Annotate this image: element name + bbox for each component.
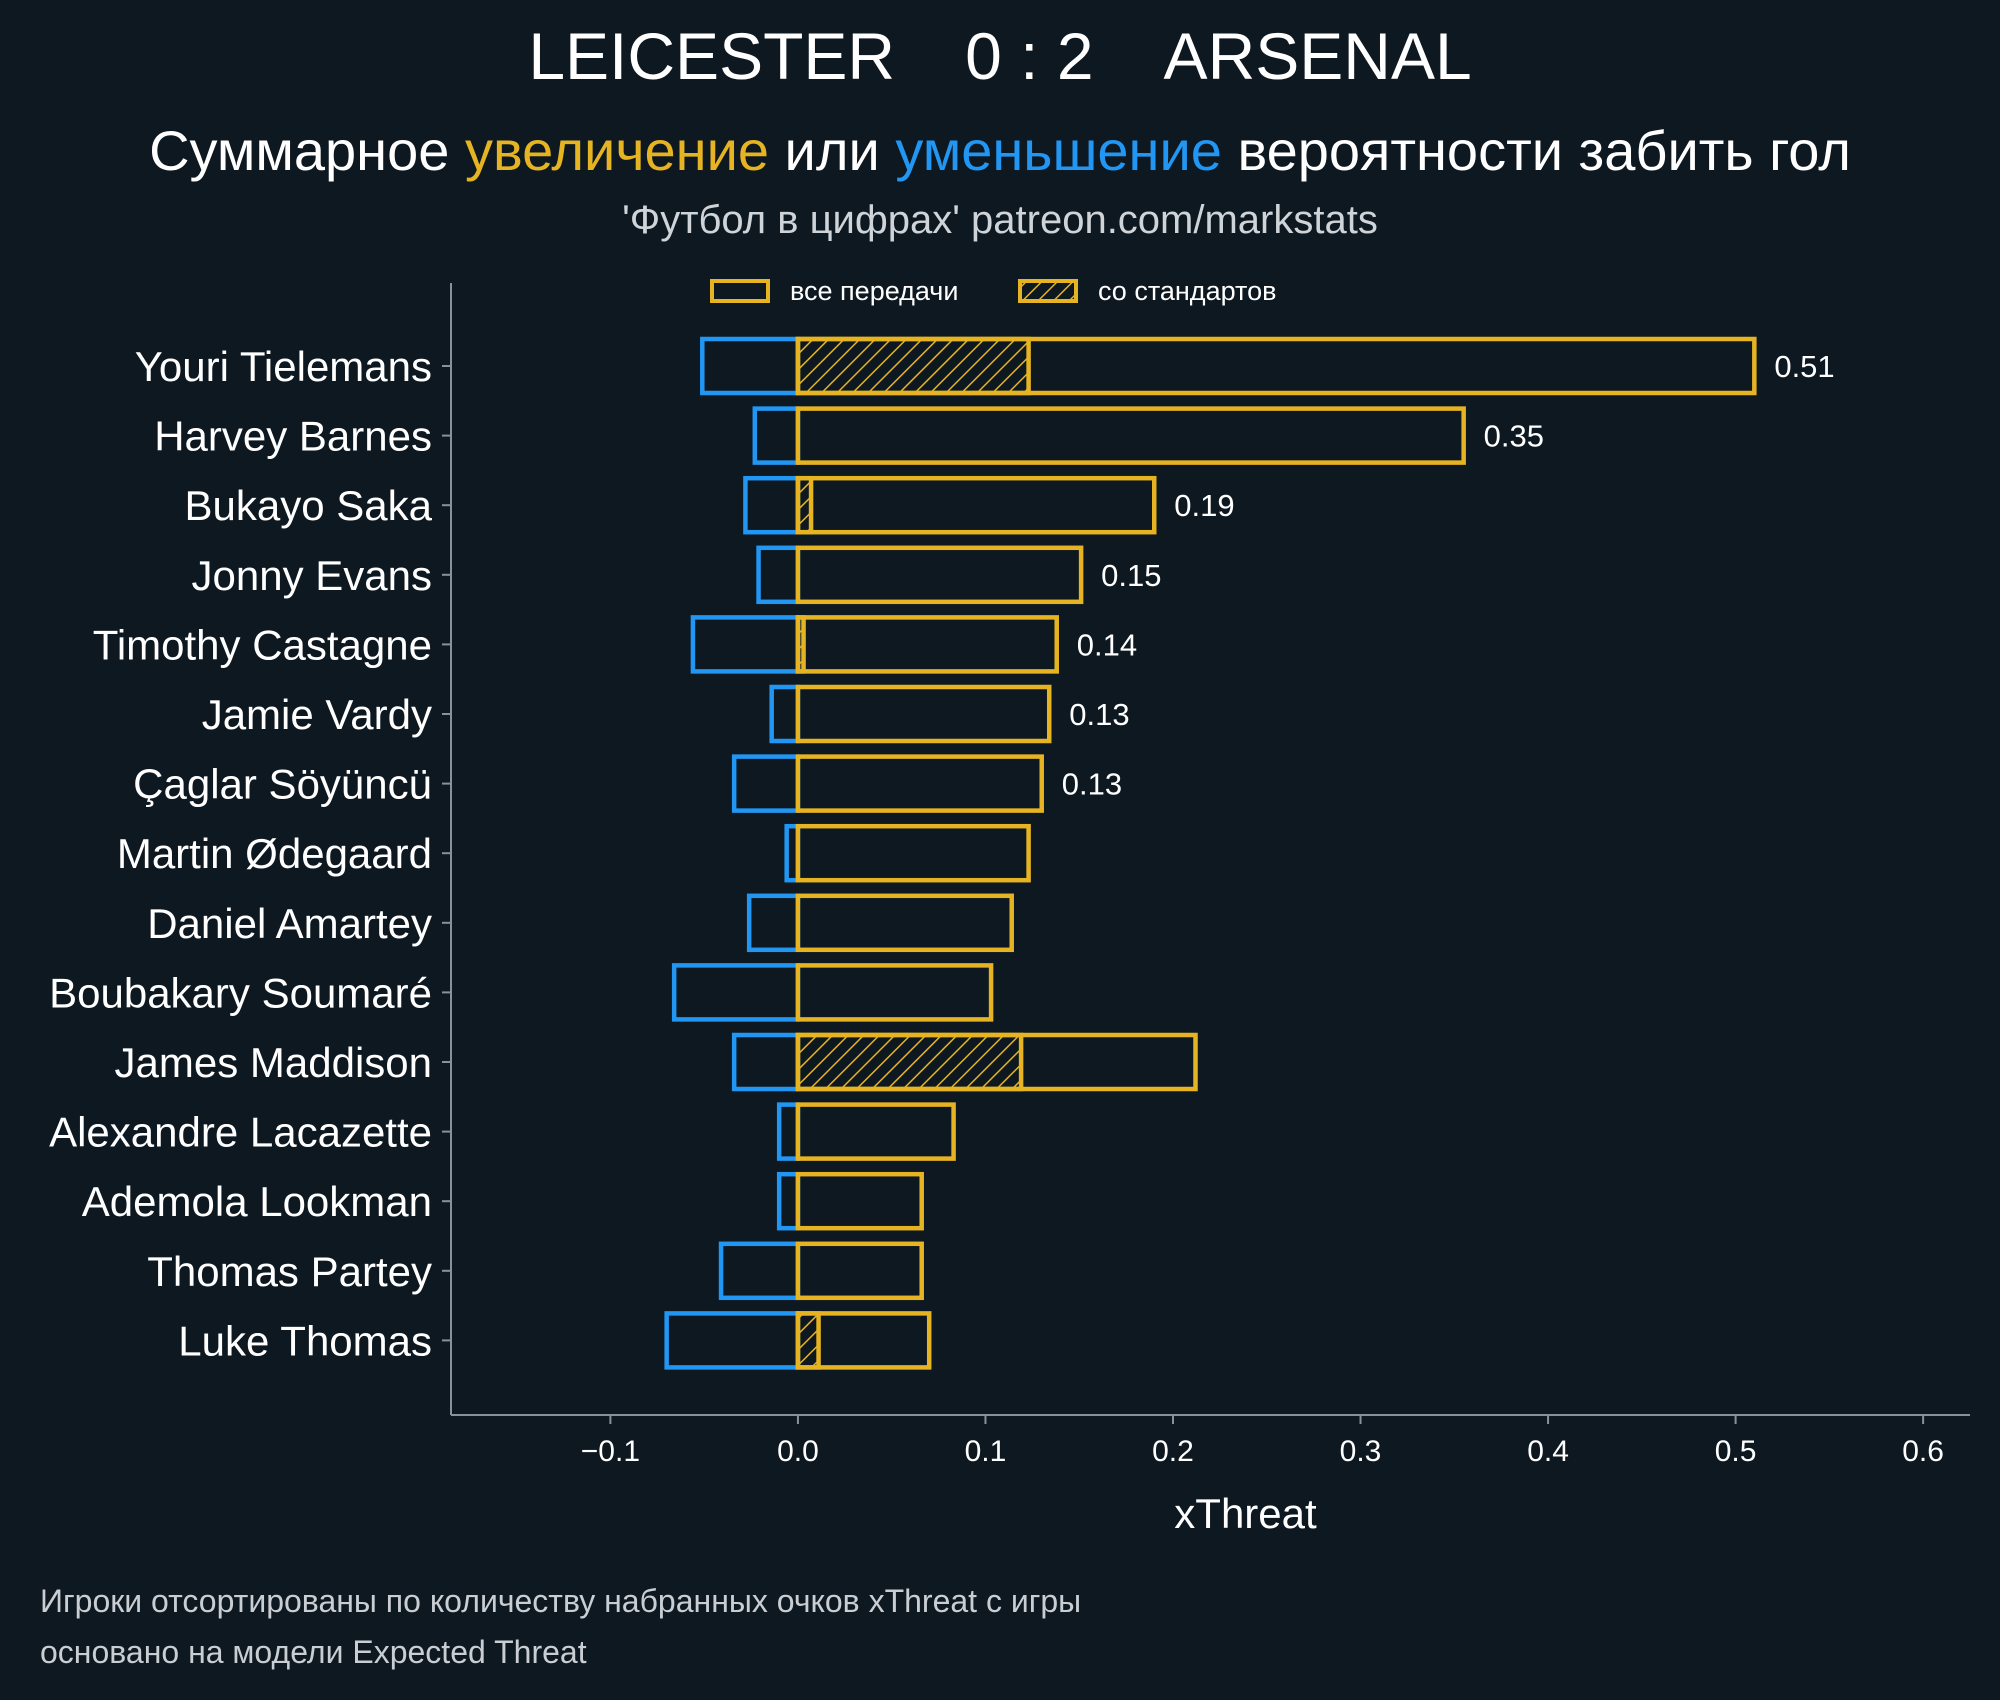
x-tick-label: 0.1 bbox=[965, 1435, 1007, 1468]
value-label: 0.13 bbox=[1062, 767, 1122, 802]
set-piece-bar bbox=[795, 1311, 821, 1370]
subtitle-part1: Суммарное bbox=[149, 119, 465, 182]
x-tick-label: 0.4 bbox=[1527, 1435, 1569, 1468]
legend-label-all-passes: все передачи bbox=[790, 276, 958, 306]
decrease-bar bbox=[756, 545, 801, 605]
decrease-bar bbox=[776, 1102, 801, 1161]
increase-bar bbox=[795, 893, 1014, 953]
chart-legend: все передачи со стандартов bbox=[710, 276, 1276, 306]
increase-bar bbox=[795, 754, 1044, 813]
increase-bar bbox=[795, 823, 1031, 883]
player-label: Youri Tielemans bbox=[135, 343, 432, 390]
decrease-bar bbox=[700, 336, 801, 396]
increase-bar bbox=[795, 1311, 932, 1370]
match-score: 0 : 2 bbox=[965, 19, 1094, 93]
decrease-bar bbox=[731, 1032, 801, 1092]
chart-title: LEICESTER 0 : 2 ARSENAL bbox=[0, 18, 2000, 94]
decrease-bar bbox=[671, 963, 801, 1022]
set-piece-bar bbox=[795, 1032, 1024, 1092]
player-label: Daniel Amartey bbox=[147, 900, 432, 947]
decrease-bar bbox=[690, 615, 801, 674]
x-tick-label: 0.0 bbox=[777, 1435, 819, 1468]
player-label: Timothy Castagne bbox=[93, 621, 432, 668]
set-piece-bar bbox=[795, 336, 1031, 396]
subtitle-part2: или bbox=[769, 119, 896, 182]
legend-swatch-set-pieces bbox=[1018, 279, 1078, 303]
x-tick-label: 0.5 bbox=[1715, 1435, 1757, 1468]
chart-subtitle: Суммарное увеличение или уменьшение веро… bbox=[0, 118, 2000, 183]
decrease-bar bbox=[752, 406, 801, 465]
player-label: Thomas Partey bbox=[147, 1248, 432, 1295]
increase-bar bbox=[795, 615, 1059, 674]
increase-bar bbox=[795, 684, 1052, 744]
player-label: Jamie Vardy bbox=[202, 691, 432, 738]
x-axis-title: xThreat bbox=[1174, 1490, 1317, 1537]
player-label: Luke Thomas bbox=[178, 1317, 432, 1364]
footnote-sorting: Игроки отсортированы по количеству набра… bbox=[40, 1583, 1082, 1619]
value-label: 0.14 bbox=[1077, 627, 1137, 662]
decrease-bar bbox=[664, 1311, 801, 1370]
bars-group: 0.51 0.35 0.19 0.15 0.14 0.13 0.13 bbox=[664, 336, 1835, 1370]
decrease-bar bbox=[776, 1171, 801, 1231]
increase-bar bbox=[795, 475, 1157, 535]
increase-bar bbox=[795, 336, 1757, 396]
player-label: Bukayo Saka bbox=[185, 482, 433, 529]
decrease-bar bbox=[746, 893, 801, 953]
x-tick-label: 0.2 bbox=[1152, 1435, 1194, 1468]
subtitle-decrease: уменьшение bbox=[895, 119, 1222, 182]
x-tick-label: 0.6 bbox=[1902, 1435, 1944, 1468]
value-label: 0.15 bbox=[1101, 558, 1161, 593]
value-label: 0.13 bbox=[1069, 697, 1129, 732]
legend-label-set-pieces: со стандартов bbox=[1098, 276, 1276, 306]
home-team: LEICESTER bbox=[528, 19, 896, 93]
player-label: Martin Ødegaard bbox=[117, 830, 432, 877]
player-label: Alexandre Lacazette bbox=[49, 1109, 432, 1156]
increase-bar bbox=[795, 406, 1466, 465]
decrease-bar bbox=[769, 684, 801, 744]
value-label: 0.35 bbox=[1484, 419, 1544, 454]
x-tick-label: −0.1 bbox=[581, 1435, 640, 1468]
increase-bar bbox=[795, 1102, 956, 1161]
player-label: Boubakary Soumaré bbox=[49, 969, 432, 1016]
value-label: 0.51 bbox=[1774, 349, 1834, 384]
subtitle-increase: увеличение bbox=[464, 119, 769, 182]
footnote-model: основано на модели Expected Threat bbox=[40, 1634, 587, 1670]
away-team: ARSENAL bbox=[1163, 19, 1472, 93]
player-label: Harvey Barnes bbox=[154, 413, 432, 460]
x-tick-label: 0.3 bbox=[1340, 1435, 1382, 1468]
decrease-bar bbox=[731, 754, 801, 813]
value-label: 0.19 bbox=[1174, 488, 1234, 523]
increase-bar bbox=[795, 1032, 1198, 1092]
player-label: James Maddison bbox=[115, 1039, 432, 1086]
increase-bar bbox=[795, 1171, 924, 1231]
decrease-bar bbox=[743, 475, 801, 535]
subtitle-part3: вероятности забить гол bbox=[1221, 119, 1851, 182]
axes-group: Youri Tielemans Harvey Barnes Bukayo Saka J… bbox=[49, 283, 1970, 1537]
legend-swatch-all-passes bbox=[710, 279, 770, 303]
player-label: Ademola Lookman bbox=[82, 1178, 432, 1225]
player-label: Çaglar Söyüncü bbox=[133, 761, 432, 808]
increase-bar bbox=[795, 1241, 924, 1301]
increase-bar bbox=[795, 545, 1084, 605]
player-label: Jonny Evans bbox=[192, 552, 432, 599]
source-credit: 'Футбол в цифрах' patreon.com/markstats bbox=[622, 198, 1378, 242]
decrease-bar bbox=[718, 1241, 801, 1301]
increase-bar bbox=[795, 963, 994, 1022]
